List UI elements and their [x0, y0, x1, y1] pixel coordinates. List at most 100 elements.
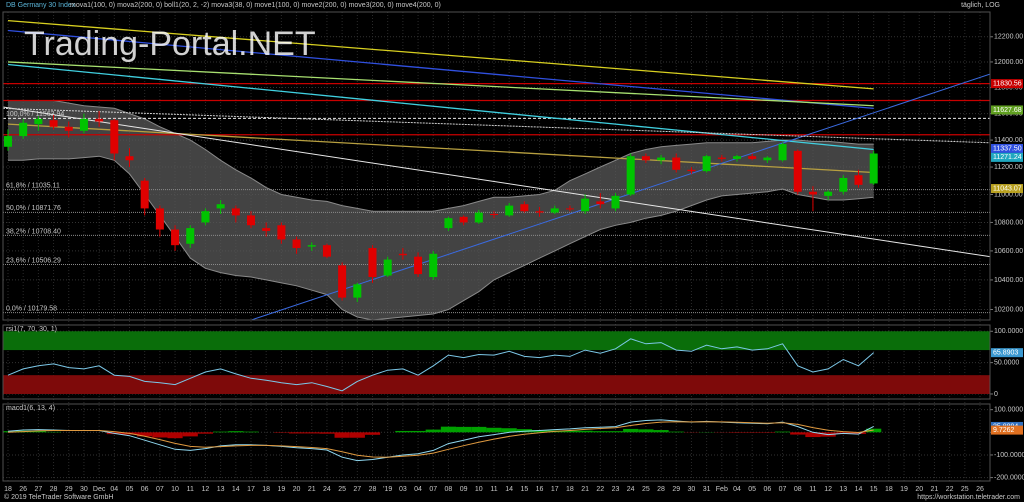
macd-histogram-bar — [213, 431, 229, 433]
candle-body — [565, 208, 574, 210]
x-tick-label: 11 — [809, 486, 816, 493]
x-tick-label: 22 — [596, 486, 604, 493]
y-tick-label: 10200.00 — [994, 306, 1023, 313]
macd-histogram-bar — [653, 430, 669, 433]
value-tag-label: 11271.24 — [993, 154, 1022, 161]
candle-body — [398, 253, 407, 256]
x-tick-label: 13 — [839, 486, 847, 493]
macd-histogram-bar — [334, 432, 350, 438]
macd-histogram-bar — [288, 432, 305, 434]
indicator-list: mova1(100, 0) mova2(200, 0) boll1(20, 2,… — [70, 2, 441, 9]
candle-body — [125, 156, 134, 161]
x-tick-label: 06 — [141, 486, 149, 493]
candle-body — [307, 245, 316, 247]
value-tag — [991, 152, 1023, 162]
candle-body — [231, 208, 240, 216]
x-tick-label: 18 — [4, 486, 12, 493]
x-tick-label: Dec — [93, 486, 106, 493]
fibonacci-label: 50,0% / 10871.76 — [6, 205, 61, 212]
x-tick-label: 17 — [551, 486, 559, 493]
macd-histogram-bar — [577, 430, 593, 433]
x-tick-label: 14 — [232, 486, 240, 493]
candle-body — [581, 198, 590, 212]
candle-body — [292, 239, 301, 249]
x-tick-label: 23 — [612, 486, 620, 493]
candle-body — [490, 214, 498, 216]
candle-body — [520, 204, 529, 212]
candle-body — [95, 118, 104, 122]
x-tick-label: 21 — [308, 486, 316, 493]
macd-histogram-bar — [304, 432, 320, 434]
value-tag-label: 9.7262 — [993, 427, 1015, 434]
candle-body — [672, 157, 681, 170]
macd-histogram-bar — [137, 432, 153, 437]
candle-body — [748, 156, 757, 159]
candle-body — [763, 157, 772, 161]
candle-body — [140, 180, 149, 209]
x-tick-label: Feb — [716, 486, 728, 493]
candle-body — [277, 225, 286, 240]
x-tick-label: 04 — [733, 486, 741, 493]
x-tick-label: 15 — [520, 486, 528, 493]
macd-histogram-bar — [30, 430, 46, 433]
macd-title: macd1(6, 13, 4) — [6, 405, 55, 412]
trend-line — [3, 107, 990, 144]
x-tick-label: 24 — [627, 486, 635, 493]
y-tick-label: 10800.00 — [994, 219, 1023, 226]
x-tick-label: 18 — [566, 486, 574, 493]
macd-histogram-bar — [774, 431, 791, 433]
candle-body — [4, 136, 12, 147]
fibonacci-label: 0,0% / 10179.58 — [6, 305, 57, 312]
macd-histogram-bar — [152, 432, 168, 438]
y-tick-label: 10400.00 — [994, 277, 1023, 284]
candle-body — [869, 153, 878, 184]
price-frame — [2, 11, 991, 321]
candle-body — [459, 216, 468, 223]
y-tick-label: 11000.00 — [994, 191, 1023, 198]
macd-histogram-bar — [471, 426, 487, 433]
rsi-frame — [2, 324, 991, 400]
x-tick-label: 12 — [824, 486, 832, 493]
y-tick-label: 0 — [994, 391, 998, 398]
candle-body — [186, 228, 195, 244]
macd-histogram-bar — [501, 428, 517, 433]
x-tick-label: 28 — [50, 486, 58, 493]
macd-panel — [3, 419, 882, 462]
x-tick-label: 07 — [779, 486, 787, 493]
candle-body — [414, 256, 423, 275]
rsi-zone — [3, 375, 990, 394]
trend-line — [249, 73, 990, 320]
candle-body — [535, 211, 544, 213]
x-tick-label: 04 — [414, 486, 422, 493]
candle-body — [641, 156, 650, 161]
y-tick-label: 10600.00 — [994, 248, 1023, 255]
candle-body — [368, 248, 377, 278]
x-tick-label: 10 — [475, 486, 483, 493]
value-tag — [991, 184, 1023, 194]
macd-histogram-bar — [167, 432, 183, 439]
x-tick-label: 26 — [19, 486, 27, 493]
axes: 18 26 27 28 29 30 Dec 04 05 06 07 10 11 12 13 14 17 18 19 2… — [4, 34, 1024, 493]
macd-histogram-bar — [228, 431, 244, 433]
value-tag — [991, 348, 1023, 358]
y-tick-label: 11400.00 — [994, 137, 1023, 144]
x-tick-label: 04 — [110, 486, 118, 493]
value-tag-label: 11830.56 — [993, 80, 1022, 87]
macd-histogram-bar — [486, 427, 502, 433]
watermark: Trading-Portal.NET — [24, 25, 316, 63]
candle-body — [444, 218, 453, 229]
candle-body — [201, 211, 210, 223]
value-tag — [991, 143, 1023, 153]
macd-histogram-bar — [364, 432, 381, 435]
grid — [3, 12, 990, 481]
x-tick-label: 21 — [931, 486, 939, 493]
x-tick-label: 31 — [703, 486, 711, 493]
macd-histogram-bar — [440, 426, 457, 433]
candle-body — [49, 120, 58, 127]
candle-body — [626, 156, 635, 195]
macd-histogram-bar — [349, 432, 365, 438]
macd-line — [7, 421, 874, 458]
x-tick-label: 08 — [794, 486, 802, 493]
candle-body — [717, 157, 726, 159]
y-tick-label: 12000.00 — [994, 59, 1023, 66]
